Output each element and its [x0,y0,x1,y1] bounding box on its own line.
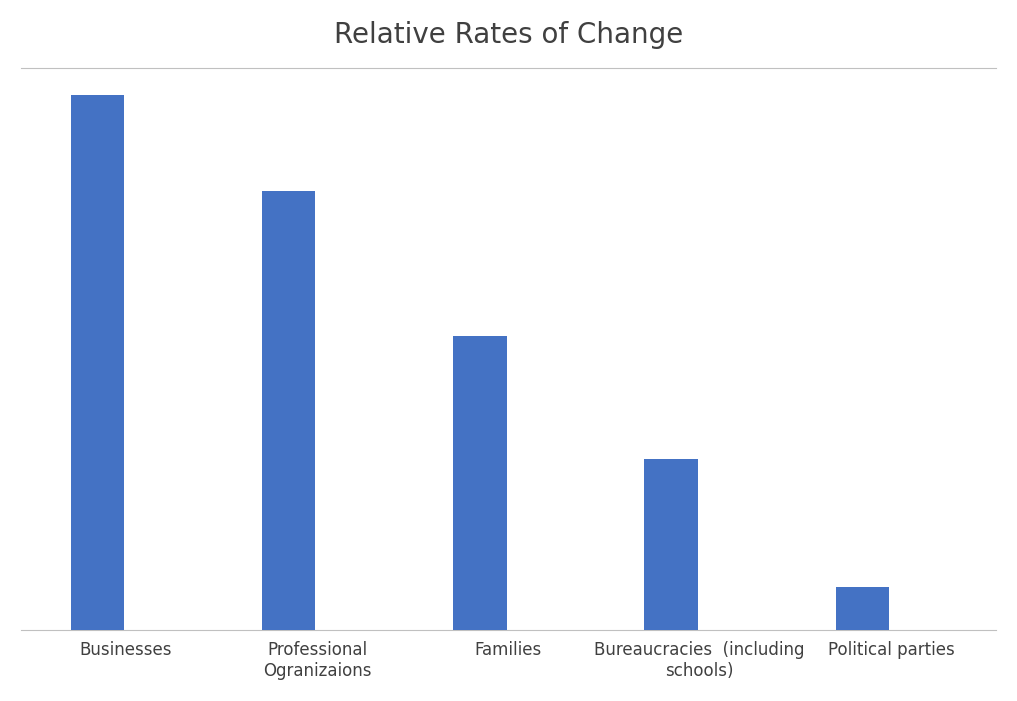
Bar [261,191,315,630]
Bar [70,95,124,630]
Bar [836,587,889,630]
Bar [645,459,698,630]
Bar [453,336,506,630]
Title: Relative Rates of Change: Relative Rates of Change [334,21,683,49]
